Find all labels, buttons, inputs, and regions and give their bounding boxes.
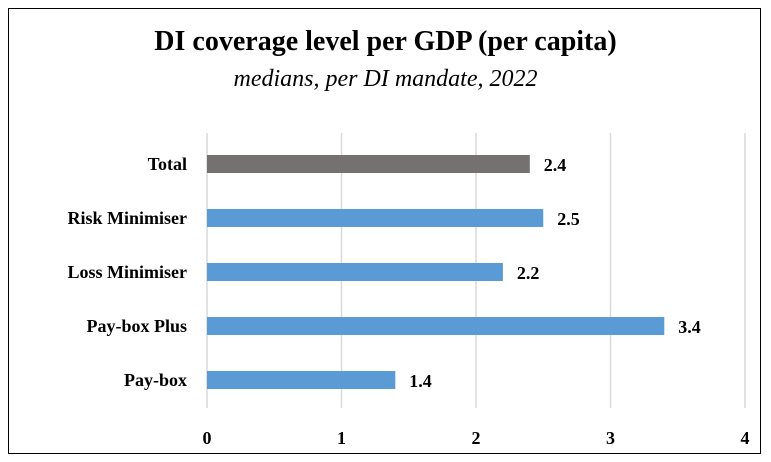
bar-total [207,155,530,173]
data-label-loss-minimiser: 2.2 [517,263,540,283]
data-label-total: 2.4 [544,155,567,175]
bar-pay-box-plus [207,317,665,335]
category-label-pay-box-plus: Pay-box Plus [86,316,187,336]
category-label-total: Total [148,154,187,174]
labels: 0 1 2 3 4 Total 2.4 Risk Minimiser 2.5 Loss Minim… [68,154,750,448]
data-label-pay-box: 1.4 [409,371,432,391]
category-label-risk-minimiser: Risk Minimiser [68,208,188,228]
chart-title: DI coverage level per GDP (per capita) [154,26,617,57]
bars [207,155,665,389]
category-label-loss-minimiser: Loss Minimiser [68,262,188,282]
bar-risk-minimiser [207,209,544,227]
x-tick-label-4: 4 [741,428,750,448]
x-tick-label-3: 3 [606,428,615,448]
bar-pay-box [207,371,396,389]
chart-subtitle: medians, per DI mandate, 2022 [233,66,538,92]
x-tick-label-1: 1 [337,428,346,448]
category-label-pay-box: Pay-box [124,370,187,390]
x-tick-label-0: 0 [203,428,212,448]
data-label-risk-minimiser: 2.5 [557,209,580,229]
bar-loss-minimiser [207,263,503,281]
x-tick-label-2: 2 [472,428,481,448]
data-label-pay-box-plus: 3.4 [678,317,701,337]
